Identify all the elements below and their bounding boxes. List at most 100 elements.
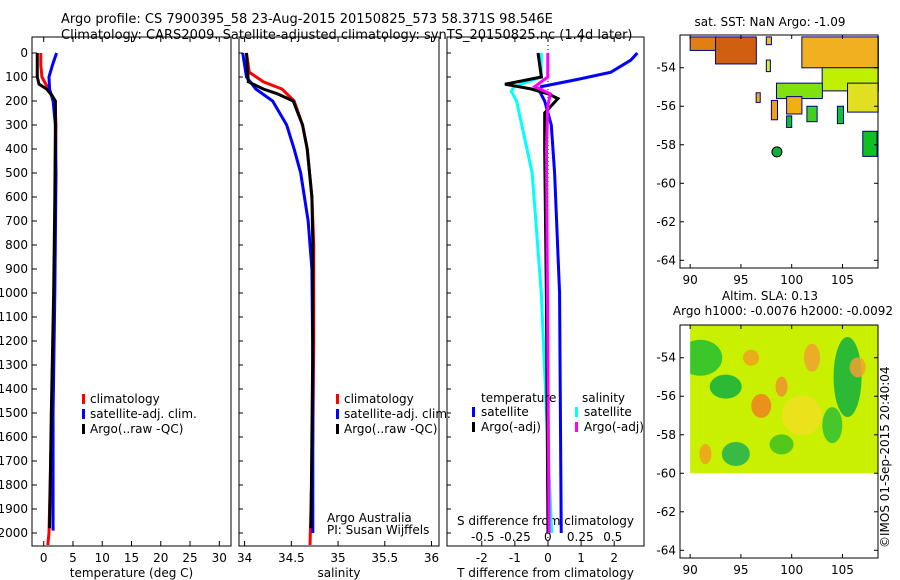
- x-tick-label: 100: [780, 273, 803, 287]
- x-axis-label: T difference from climatology: [456, 566, 634, 580]
- x2-tick-label: 0.5: [603, 530, 622, 544]
- y-tick-label: 1100: [0, 310, 28, 324]
- y-tick-label: -56: [656, 389, 676, 403]
- sla-anomaly: [690, 339, 723, 376]
- legend-label-t-argo: Argo(-adj): [481, 420, 541, 434]
- map-subtitle: Argo h1000: -0.0076 h2000: -0.0092: [673, 304, 893, 318]
- axes-box: [31, 36, 232, 547]
- y-tick-label: 300: [5, 118, 28, 132]
- legend-swatch-t-argo: [472, 422, 475, 432]
- legend-swatch-t-satellite: [472, 407, 475, 417]
- y-tick-label: 900: [5, 262, 28, 276]
- y-tick-label: -58: [656, 428, 676, 442]
- x-tick-label: 34.5: [278, 551, 305, 565]
- y-tick-label: -56: [656, 99, 676, 113]
- sla-anomalies: [690, 336, 866, 467]
- sst-patch: [715, 36, 757, 65]
- y-tick-label: 1400: [0, 382, 28, 396]
- legend-label: Argo(..raw -QC): [90, 422, 183, 436]
- y-tick-label: 1900: [0, 502, 28, 516]
- legend-swatch: [336, 394, 339, 404]
- title-line-2: Climatology: CARS2009. Satellite-adjuste…: [61, 28, 633, 43]
- x2-tick-label: -0.5: [471, 530, 494, 544]
- legend-label-t-satellite: satellite: [481, 405, 529, 419]
- salinity-profile: 34 34.5 35 35.5 36 salinity climatologysatelli…: [237, 36, 451, 580]
- x-tick-label: 105: [831, 273, 854, 287]
- x-axis-label: salinity: [317, 566, 360, 580]
- sst-patch: [862, 130, 878, 157]
- x-tick-label: 5: [69, 551, 77, 565]
- x-tick-label: -1: [509, 551, 521, 565]
- map-frame: [679, 324, 879, 559]
- sla-anomaly: [781, 395, 822, 436]
- credit-pi: PI: Susan Wijffels: [327, 523, 429, 537]
- legend-swatch: [82, 424, 85, 434]
- y-tick-label: 1600: [0, 430, 28, 444]
- sla-anomaly: [721, 442, 750, 467]
- x-tick-label: 0: [544, 551, 552, 565]
- temperature-profile: 0 5 10 15 20 25 30 temperature (deg C) 0 100 200 30…: [0, 36, 232, 580]
- legend-label-s-satellite: satellite: [584, 405, 632, 419]
- legend-swatch-s-satellite: [575, 407, 578, 417]
- sst-patch: [786, 96, 803, 115]
- legend-swatch-s-argo: [575, 422, 578, 432]
- y-tick-label: 2000: [0, 526, 28, 540]
- y-tick-label: 700: [5, 214, 28, 228]
- x-tick-label: 30: [212, 551, 227, 565]
- x-tick-label: 100: [780, 563, 803, 577]
- series-s-argo-adj-: [531, 53, 553, 534]
- map-title: Altim. SLA: 0.13: [722, 289, 818, 303]
- y-tick-label: -62: [656, 505, 676, 519]
- credit-org: Argo Australia: [327, 511, 412, 525]
- sla-map: 90 95 100 105 -54 -56 -58 -60 -62 -64 Altim. SLA: …: [656, 289, 893, 577]
- x-tick-label: 90: [683, 273, 698, 287]
- x-tick-label: 1: [577, 551, 585, 565]
- y-tick-label: -64: [656, 253, 676, 267]
- sla-anomaly: [769, 434, 794, 455]
- y-tick-label: -54: [656, 351, 676, 365]
- x-axis-label: temperature (deg C): [70, 566, 193, 580]
- argo-float-marker: [771, 146, 783, 158]
- series-argo-raw-qc-: [244, 52, 315, 529]
- sla-anomaly: [709, 374, 742, 399]
- sla-anomaly: [743, 349, 760, 366]
- sst-map: 90 95 100 105 -54 -56 -58 -60 -62 -64 sat. SST: Na…: [656, 15, 879, 287]
- x-tick-label: 90: [683, 563, 698, 577]
- legend-label: satellite-adj. clim.: [344, 407, 451, 421]
- y-tick-label: -62: [656, 215, 676, 229]
- y-tick-label: 600: [5, 190, 28, 204]
- axes-box: [238, 36, 440, 547]
- x-tick-label: 95: [733, 273, 748, 287]
- legend-temperature-heading: temperature: [481, 391, 556, 405]
- legend-label: Argo(..raw -QC): [344, 422, 437, 436]
- sla-anomaly: [775, 376, 788, 397]
- y-tick-label: 400: [5, 142, 28, 156]
- sst-patch: [806, 105, 818, 123]
- sla-anomaly: [751, 393, 772, 418]
- x-tick-label: -2: [476, 551, 488, 565]
- y-tick-label: 1800: [0, 478, 28, 492]
- y-tick-label: -64: [656, 543, 676, 557]
- x-tick-label: 36: [424, 551, 439, 565]
- sst-patch: [801, 36, 879, 69]
- y-tick-label: 200: [5, 94, 28, 108]
- y-tick-label: 1300: [0, 358, 28, 372]
- y-tick-label: 800: [5, 238, 28, 252]
- x-tick-label: 105: [831, 563, 854, 577]
- x2-tick-label: 0.25: [567, 530, 594, 544]
- sst-patch: [755, 92, 761, 103]
- legend-label: satellite-adj. clim.: [90, 407, 197, 421]
- axes-box: [446, 36, 645, 547]
- sla-anomaly: [849, 357, 866, 378]
- legend-swatch: [336, 409, 339, 419]
- y-tick-label: -60: [656, 466, 676, 480]
- x-tick-label: 10: [95, 551, 110, 565]
- sst-patch: [836, 105, 845, 125]
- x-tick-label: 34: [237, 551, 252, 565]
- legend-swatch: [82, 409, 85, 419]
- x2-axis-label: S difference from climatology: [457, 514, 634, 528]
- legend-label: climatology: [90, 392, 160, 406]
- y-tick-label: -54: [656, 61, 676, 75]
- sla-anomaly: [833, 336, 862, 417]
